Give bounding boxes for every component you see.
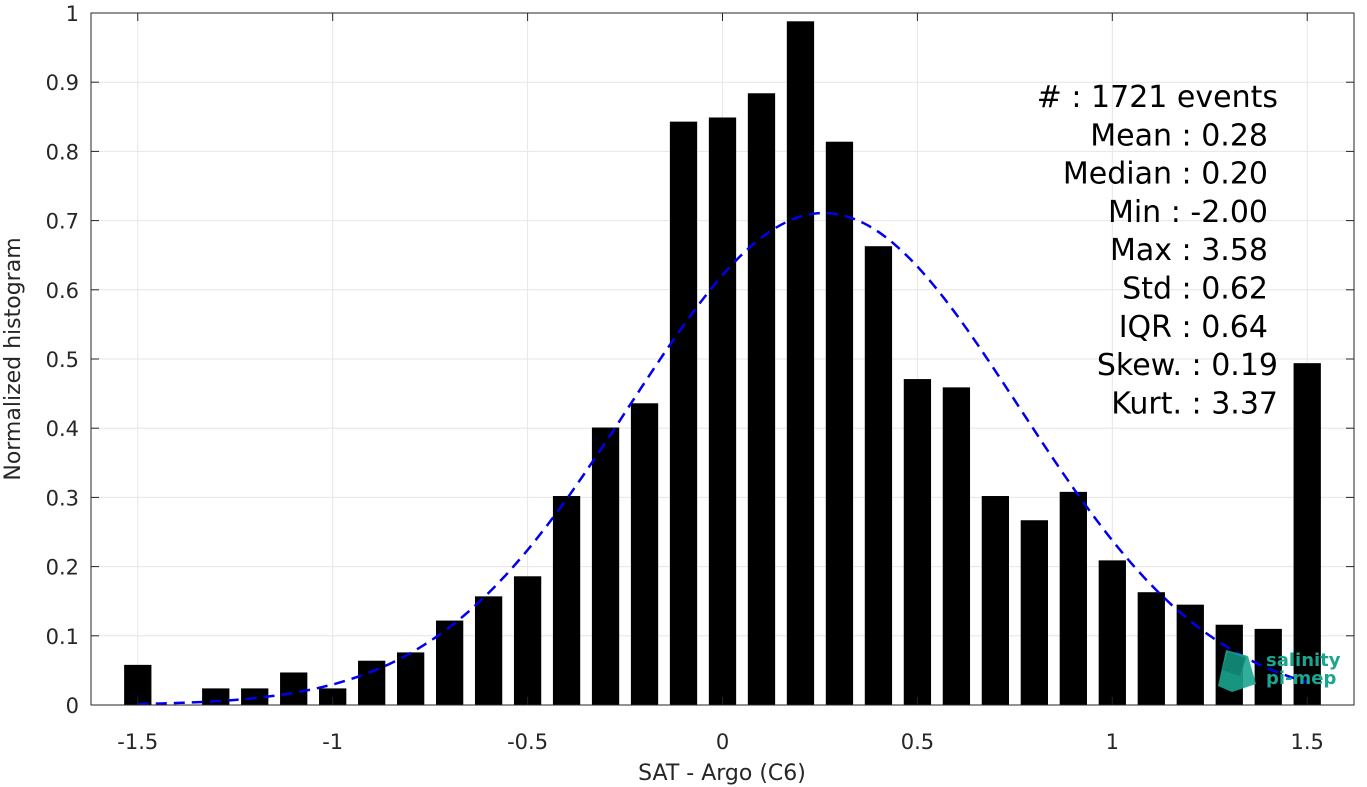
histogram-bar — [202, 688, 230, 705]
y-axis-ticks: 0 0.1 0.2 0.3 0.4 0.5 0.6 0.7 0.8 0.9 1 — [46, 2, 1354, 718]
y-tick-label: 0 — [66, 694, 79, 718]
histogram-bar — [591, 427, 620, 705]
histogram-bar — [513, 576, 542, 705]
histogram-bar — [1137, 592, 1165, 705]
y-tick-label: 0.5 — [46, 348, 79, 372]
y-tick-label: 0.2 — [46, 556, 79, 580]
x-tick-label: 1.5 — [1291, 730, 1324, 754]
x-tick-label: -0.5 — [507, 730, 548, 754]
x-axis-ticks: -1.5 -1 -0.5 0 0.5 1 1.5 — [117, 13, 1324, 754]
y-tick-label: 0.9 — [46, 71, 79, 95]
histogram-bar — [747, 93, 776, 706]
y-tick-label: 0.4 — [46, 417, 79, 441]
y-tick-label: 1 — [66, 2, 79, 26]
x-axis-label: SAT - Argo (C6) — [638, 761, 806, 786]
histogram-bar — [630, 403, 659, 705]
logo-text-line2: pi-mep — [1266, 668, 1336, 689]
stat-line: # : 1721 events — [1037, 80, 1278, 115]
logo-text-line1: salinity — [1266, 650, 1341, 671]
histogram-bar — [280, 672, 308, 705]
stat-line: Skew. : 0.19 — [1097, 348, 1278, 383]
x-tick-label: 1 — [1106, 730, 1119, 754]
histogram-bar — [942, 387, 971, 705]
y-tick-label: 0.6 — [46, 279, 79, 303]
histogram-bar — [669, 121, 698, 706]
histogram-bar — [1098, 560, 1126, 705]
logo-cube-facet — [1222, 652, 1246, 676]
x-tick-label: -1 — [322, 730, 343, 754]
stat-line: Mean : 0.28 — [1090, 118, 1268, 153]
histogram-bar — [708, 117, 737, 705]
histogram-bar — [241, 688, 269, 705]
stat-line: Kurt. : 3.37 — [1111, 386, 1278, 421]
y-tick-label: 0.3 — [46, 486, 79, 510]
histogram-bar — [474, 596, 503, 705]
x-tick-label: 0.5 — [901, 730, 934, 754]
stat-line: Min : -2.00 — [1108, 195, 1268, 230]
y-tick-label: 0.7 — [46, 210, 79, 234]
y-tick-label: 0.1 — [46, 625, 79, 649]
fit-curve — [137, 211, 1308, 706]
histogram-bar — [358, 660, 386, 705]
histogram-bar — [903, 379, 932, 705]
histogram-bar — [319, 688, 347, 705]
histogram-bar — [1020, 520, 1048, 705]
stat-line: Median : 0.20 — [1063, 157, 1268, 192]
x-tick-label: 0 — [716, 730, 729, 754]
stat-line: Max : 3.58 — [1110, 233, 1268, 268]
y-tick-label: 0.8 — [46, 140, 79, 164]
histogram-bar — [825, 141, 854, 705]
histogram-bar — [1176, 604, 1204, 705]
histogram-bar — [397, 652, 425, 705]
histogram-bar — [981, 496, 1010, 705]
histogram-bar — [1254, 628, 1282, 705]
histogram-bar — [786, 21, 815, 705]
stat-line: Std : 0.62 — [1122, 272, 1268, 307]
histogram-bar — [864, 246, 893, 706]
histogram-bar — [1059, 491, 1087, 705]
histogram-bar — [552, 496, 581, 705]
histogram-bar — [1293, 363, 1321, 705]
y-axis-label: Normalized histogram — [1, 237, 26, 480]
x-tick-label: -1.5 — [117, 730, 158, 754]
stat-line: IQR : 0.64 — [1119, 310, 1268, 345]
